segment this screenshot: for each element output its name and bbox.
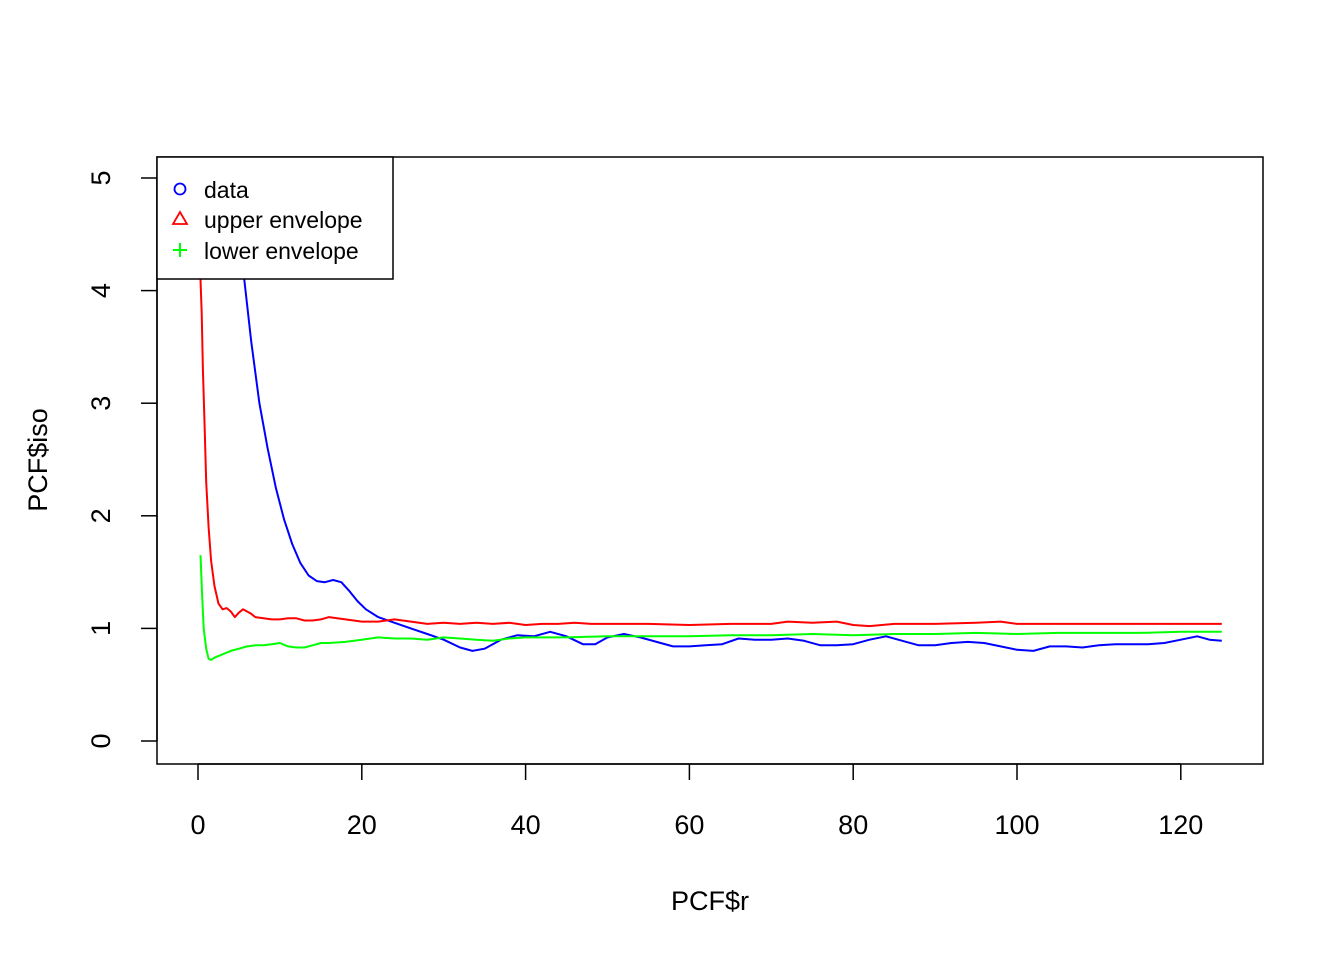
legend-marker-circle: [173, 182, 187, 196]
y-tick-label: 1: [86, 621, 116, 636]
legend-label-upper-envelope: upper envelope: [204, 207, 363, 233]
series-line-upper-envelope: [199, 279, 1222, 628]
legend-label-data: data: [204, 177, 249, 203]
legend: data upper envelope lower envelope: [156, 156, 394, 280]
legend-marker-triangle: [171, 210, 189, 225]
x-tick-label: 80: [838, 810, 868, 840]
y-tick-label: 5: [86, 170, 116, 185]
plot-frame: [156, 156, 1264, 765]
y-tick-label: 3: [86, 396, 116, 411]
series-layer: [199, 222, 1222, 661]
x-tick-label: 0: [190, 810, 205, 840]
x-axis-title: PCF$r: [671, 886, 749, 916]
x-axis: 0 20 40 60 80 100 120: [190, 763, 1203, 840]
x-tick-label: 20: [347, 810, 377, 840]
legend-box: [156, 156, 394, 280]
series-line-data: [229, 222, 1222, 652]
x-tick-label: 100: [994, 810, 1039, 840]
legend-label-lower-envelope: lower envelope: [204, 238, 359, 264]
y-axis-title: PCF$iso: [23, 408, 53, 512]
series-line-lower-envelope: [199, 555, 1222, 661]
x-tick-label: 60: [674, 810, 704, 840]
y-axis: 0 1 2 3 4 5: [86, 170, 158, 749]
x-tick-label: 40: [511, 810, 541, 840]
y-tick-label: 0: [86, 733, 116, 748]
y-tick-label: 2: [86, 508, 116, 523]
y-tick-label: 4: [86, 283, 116, 298]
x-tick-label: 120: [1158, 810, 1203, 840]
legend-marker-plus: [173, 243, 187, 257]
